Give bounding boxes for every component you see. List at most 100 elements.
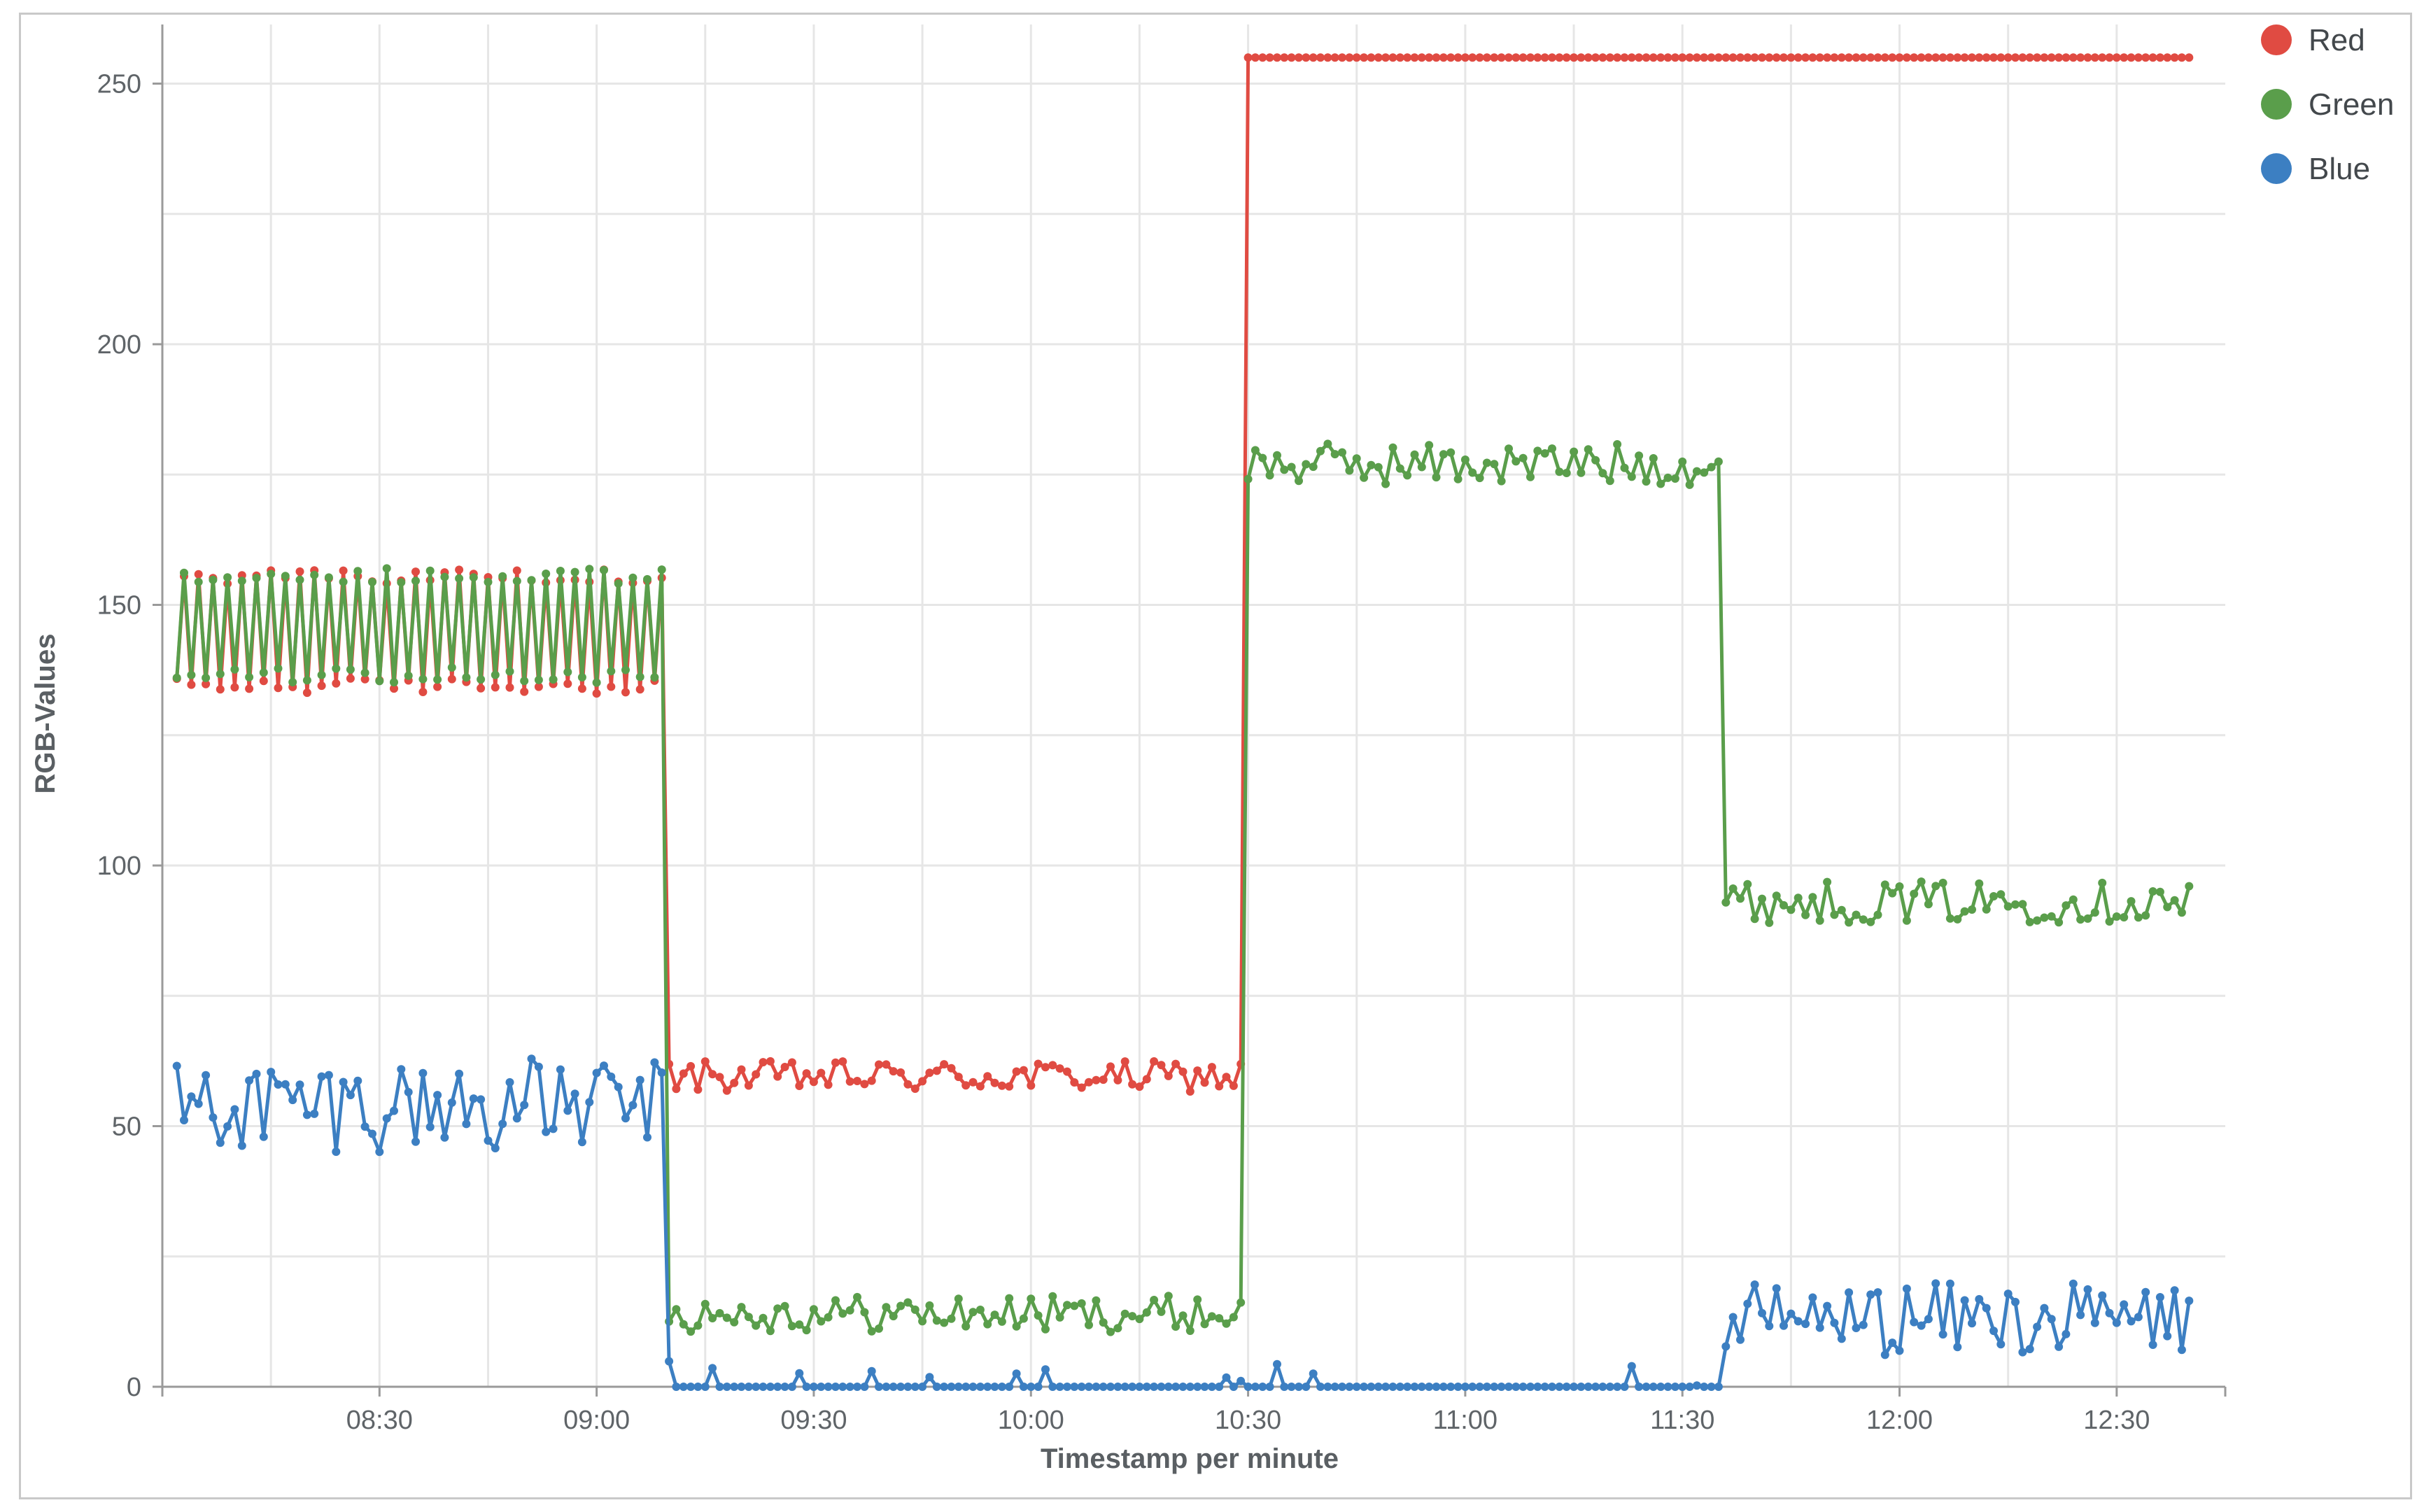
legend-marker-blue[interactable] — [2261, 153, 2292, 184]
data-point — [1005, 1082, 1014, 1091]
data-point — [1670, 474, 1679, 483]
data-point — [462, 1119, 471, 1129]
data-point — [1938, 878, 1947, 887]
data-point — [1982, 905, 1991, 914]
data-point — [875, 1324, 883, 1333]
data-point — [1758, 53, 1766, 62]
data-point — [809, 1078, 818, 1087]
data-point — [360, 674, 369, 684]
data-point — [1721, 1342, 1731, 1351]
data-point — [1200, 1320, 1209, 1329]
data-point — [1027, 1081, 1036, 1090]
data-point — [585, 1098, 594, 1107]
data-point — [2148, 1341, 2157, 1349]
data-point — [259, 668, 268, 677]
data-point — [1417, 462, 1426, 472]
data-point — [2003, 902, 2013, 911]
data-point — [889, 1312, 898, 1321]
data-point — [368, 1129, 376, 1138]
data-point — [1620, 53, 1629, 62]
data-point — [1938, 53, 1947, 62]
data-point — [1012, 1067, 1021, 1076]
data-point — [447, 674, 456, 684]
data-point — [2163, 1331, 2172, 1341]
data-point — [1012, 1369, 1021, 1378]
data-point — [787, 1322, 796, 1331]
legend-label-red[interactable]: Red — [2309, 23, 2365, 57]
data-point — [1410, 53, 1419, 62]
data-point — [882, 1383, 891, 1391]
data-point — [1367, 1383, 1376, 1391]
data-point — [390, 678, 398, 687]
data-point — [817, 1383, 826, 1391]
data-point — [346, 1091, 355, 1100]
data-point — [1439, 450, 1448, 459]
data-point — [1808, 1293, 1817, 1302]
data-point — [1953, 914, 1962, 924]
data-point — [1085, 1078, 1093, 1087]
data-point — [2098, 1291, 2107, 1300]
data-point — [860, 1308, 869, 1317]
data-point — [288, 678, 297, 686]
data-point — [1352, 1383, 1361, 1391]
data-point — [1743, 879, 1752, 889]
data-point — [2090, 1318, 2099, 1327]
data-point — [1106, 1062, 1115, 1071]
data-point — [237, 1141, 246, 1150]
data-point — [223, 1122, 232, 1131]
x-tick-label: 12:00 — [1866, 1406, 1933, 1435]
data-point — [752, 1383, 761, 1391]
data-point — [469, 1094, 478, 1103]
data-point — [983, 1383, 992, 1391]
data-point — [1989, 53, 1998, 62]
data-point — [1663, 53, 1672, 62]
legend-label-blue[interactable]: Blue — [2309, 152, 2370, 186]
data-point — [1352, 53, 1361, 62]
data-point — [997, 1081, 1006, 1090]
data-point — [295, 575, 304, 584]
data-point — [2155, 887, 2164, 896]
data-point — [1700, 468, 1709, 477]
data-point — [1685, 1383, 1694, 1391]
data-point — [1852, 53, 1861, 62]
data-point — [1258, 53, 1267, 62]
data-point — [1678, 1383, 1687, 1391]
data-point — [2112, 912, 2121, 921]
data-point — [1063, 1301, 1071, 1310]
data-point — [947, 1064, 956, 1073]
data-point — [1780, 1321, 1788, 1330]
data-point — [1518, 53, 1528, 62]
data-point — [2033, 916, 2042, 925]
data-point — [1794, 53, 1803, 62]
data-point — [346, 665, 355, 674]
data-point — [693, 1321, 703, 1330]
data-point — [1323, 439, 1332, 448]
data-point — [1845, 1288, 1854, 1297]
legend-marker-green[interactable] — [2261, 89, 2292, 120]
data-point — [2040, 53, 2049, 62]
legend-label-green[interactable]: Green — [2309, 87, 2394, 122]
x-tick-label: 09:30 — [780, 1406, 847, 1435]
data-point — [773, 1304, 782, 1313]
legend-marker-red[interactable] — [2261, 24, 2292, 55]
data-point — [542, 570, 551, 578]
data-point — [910, 1383, 919, 1391]
data-point — [187, 680, 196, 689]
data-point — [223, 573, 232, 582]
data-point — [1968, 905, 1976, 914]
data-point — [1388, 1383, 1397, 1391]
data-point — [1750, 53, 1759, 62]
data-point — [744, 1383, 753, 1391]
data-point — [1938, 1330, 1947, 1339]
data-point — [172, 1061, 181, 1071]
data-point — [317, 681, 326, 691]
data-point — [1258, 1383, 1267, 1391]
data-point — [2011, 53, 2020, 62]
data-point — [339, 577, 348, 586]
data-point — [686, 1383, 696, 1391]
data-point — [1048, 1292, 1057, 1301]
data-point — [477, 675, 486, 684]
data-point — [614, 579, 623, 588]
data-point — [1099, 1383, 1108, 1391]
data-point — [1295, 53, 1303, 62]
